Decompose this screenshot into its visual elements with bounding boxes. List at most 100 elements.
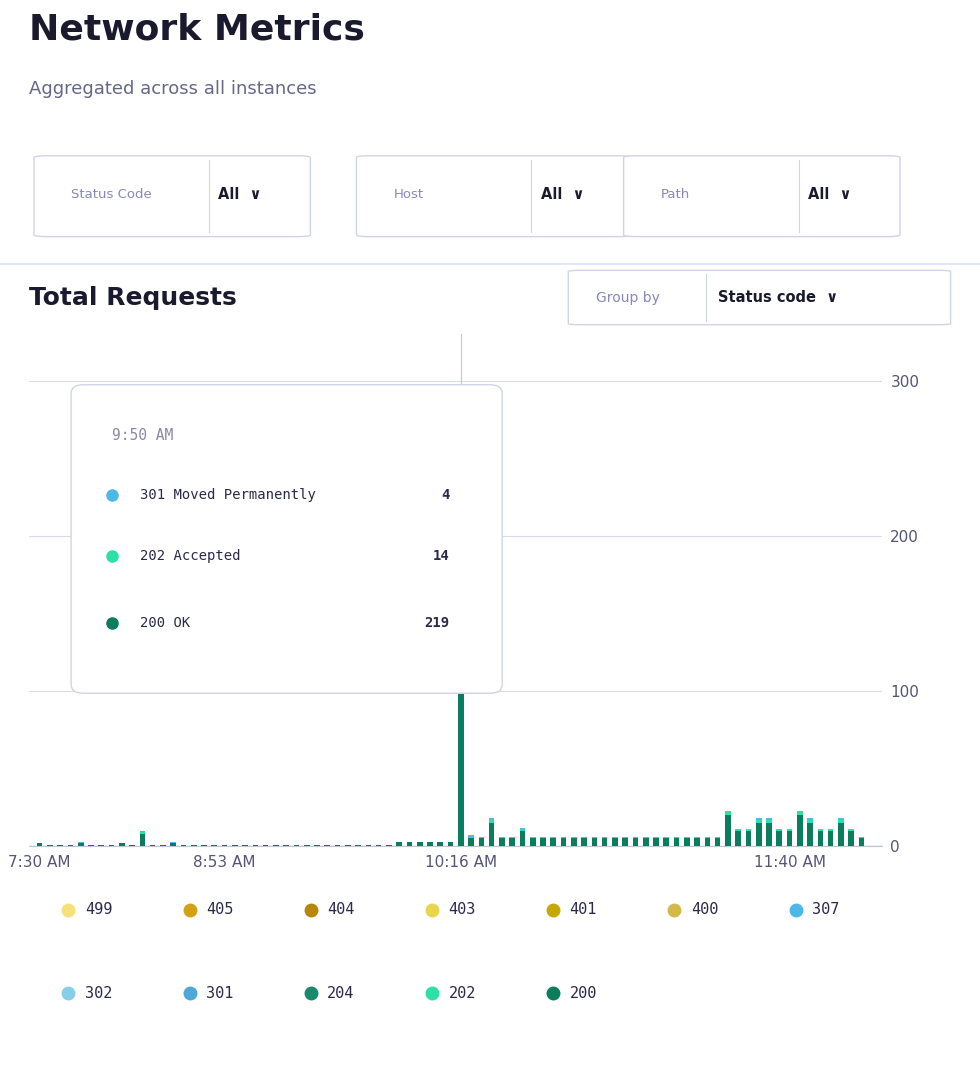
Text: Network Metrics: Network Metrics xyxy=(29,13,366,47)
Text: 400: 400 xyxy=(691,902,718,917)
Text: All  ∨: All ∨ xyxy=(541,186,584,202)
Bar xyxy=(633,837,638,839)
Bar xyxy=(776,829,782,831)
Bar xyxy=(673,839,679,846)
Bar xyxy=(294,845,299,846)
Bar xyxy=(119,843,124,846)
Bar xyxy=(232,845,238,846)
Bar xyxy=(212,845,218,846)
Bar xyxy=(684,837,690,839)
Bar xyxy=(684,839,690,846)
Bar xyxy=(540,837,546,839)
Text: 9:50 AM: 9:50 AM xyxy=(112,428,173,443)
Bar xyxy=(150,845,156,846)
Bar xyxy=(129,845,135,846)
Bar xyxy=(787,829,793,831)
Bar xyxy=(47,845,53,846)
Bar xyxy=(540,839,546,846)
Text: 202 Accepted: 202 Accepted xyxy=(140,550,241,564)
Bar xyxy=(622,837,628,839)
Bar xyxy=(242,845,248,846)
Text: 302: 302 xyxy=(84,985,112,1000)
Bar xyxy=(109,845,115,846)
Bar xyxy=(551,839,556,846)
Bar xyxy=(766,818,772,820)
Bar xyxy=(530,839,535,846)
Bar xyxy=(273,845,278,846)
Bar xyxy=(643,837,649,839)
Bar xyxy=(160,845,166,846)
Bar xyxy=(324,845,330,846)
Bar xyxy=(468,837,474,839)
Bar xyxy=(571,837,576,839)
Text: 200: 200 xyxy=(569,985,597,1000)
Text: Aggregated across all instances: Aggregated across all instances xyxy=(29,80,317,98)
Text: 401: 401 xyxy=(569,902,597,917)
Bar xyxy=(171,843,176,846)
Bar xyxy=(705,837,710,839)
Bar xyxy=(335,845,340,846)
Bar xyxy=(519,829,525,831)
Bar xyxy=(571,839,576,846)
Bar xyxy=(756,818,761,820)
Bar xyxy=(478,837,484,839)
Text: 14: 14 xyxy=(432,550,449,564)
Bar xyxy=(735,831,741,846)
Bar xyxy=(510,837,515,839)
Bar xyxy=(376,845,381,846)
Bar xyxy=(828,831,833,846)
Bar xyxy=(694,837,700,839)
Text: 307: 307 xyxy=(812,902,840,917)
Text: All  ∨: All ∨ xyxy=(219,186,262,202)
FancyBboxPatch shape xyxy=(623,155,900,236)
Bar xyxy=(817,831,823,846)
Text: Total Requests: Total Requests xyxy=(29,286,237,309)
Bar xyxy=(849,831,854,846)
Bar xyxy=(489,823,495,846)
FancyBboxPatch shape xyxy=(357,155,633,236)
Text: Status code  ∨: Status code ∨ xyxy=(718,290,839,305)
Bar xyxy=(551,837,556,839)
FancyBboxPatch shape xyxy=(568,271,951,324)
Bar xyxy=(356,845,361,846)
Bar xyxy=(858,839,864,846)
Bar xyxy=(746,831,752,846)
Bar xyxy=(304,845,310,846)
Bar xyxy=(37,843,42,846)
Text: 204: 204 xyxy=(327,985,355,1000)
Bar xyxy=(437,842,443,846)
Bar xyxy=(725,815,731,846)
Bar xyxy=(838,818,844,820)
Bar xyxy=(510,839,515,846)
Bar xyxy=(643,839,649,846)
Bar xyxy=(139,832,145,833)
Text: 301: 301 xyxy=(206,985,233,1000)
Bar xyxy=(396,842,402,846)
Bar xyxy=(694,839,700,846)
Bar xyxy=(838,820,844,823)
Bar xyxy=(366,845,371,846)
Bar xyxy=(858,837,864,839)
Text: Path: Path xyxy=(661,188,690,201)
Bar xyxy=(592,837,597,839)
Bar xyxy=(139,831,145,832)
Bar xyxy=(849,829,854,831)
Bar xyxy=(828,829,833,831)
Bar xyxy=(468,839,474,846)
FancyBboxPatch shape xyxy=(72,385,502,693)
Bar xyxy=(673,837,679,839)
FancyBboxPatch shape xyxy=(34,155,311,236)
Bar xyxy=(519,828,525,829)
Bar xyxy=(519,831,525,846)
Bar xyxy=(283,845,289,846)
Bar xyxy=(78,842,83,843)
Bar xyxy=(191,845,197,846)
Bar xyxy=(386,845,392,846)
Bar xyxy=(489,818,495,820)
Bar xyxy=(654,839,659,846)
Bar xyxy=(633,839,638,846)
Bar xyxy=(58,845,63,846)
Bar xyxy=(88,845,94,846)
Bar xyxy=(808,823,813,846)
Bar xyxy=(581,837,587,839)
